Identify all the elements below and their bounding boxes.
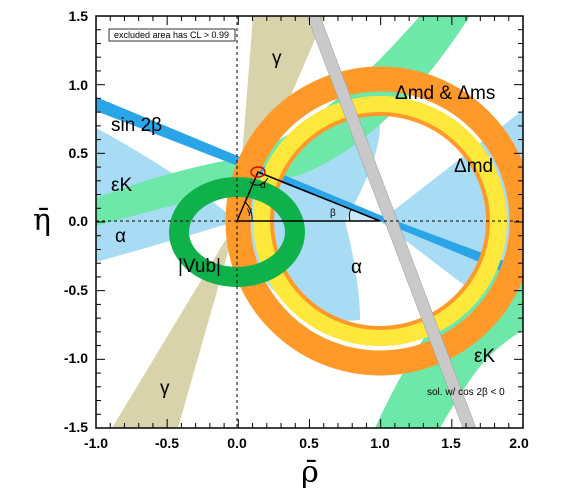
legend-text: excluded area has CL > 0.99	[114, 30, 229, 40]
label-alpha-center: α	[351, 257, 362, 278]
y-tick-label: -1.0	[64, 350, 88, 366]
gray-band	[306, 16, 477, 428]
plot-area	[96, 16, 523, 428]
x-tick-label: -1.0	[84, 435, 108, 451]
x-tick-labels: -1.0 -0.5 0.0 0.5 1.0 1.5 2.0	[84, 435, 529, 451]
x-tick-label: -0.5	[155, 435, 179, 451]
x-tick-label: 2.0	[509, 435, 529, 451]
tri-label-alpha: α	[260, 180, 266, 191]
x-tick-label: 0.5	[299, 435, 319, 451]
beta-arc	[348, 208, 353, 222]
y-tick-label: 0.5	[69, 145, 89, 161]
x-tick-label: 1.0	[370, 435, 390, 451]
gamma-arc	[244, 201, 253, 222]
x-tick-label: 0.0	[227, 435, 247, 451]
label-alpha-left: α	[115, 226, 126, 247]
alpha-arc	[249, 177, 269, 186]
label-vub: |Vub|	[178, 256, 221, 277]
y-axis-title: η̄	[33, 203, 51, 238]
tri-label-gamma: γ	[247, 206, 252, 217]
y-tick-label: -0.5	[64, 282, 88, 298]
y-tick-label: 1.5	[69, 8, 89, 24]
x-tick-label: 1.5	[441, 435, 461, 451]
y-tick-label: -1.5	[64, 419, 88, 435]
y-tick-label: 0.0	[69, 213, 89, 229]
label-gamma-bottom: γ	[160, 378, 170, 399]
sin2b-band	[96, 97, 523, 280]
y-tick-labels: 1.5 1.0 0.5 0.0 -0.5 -1.0 -1.5	[64, 8, 88, 435]
label-epsk-right: εK	[474, 346, 495, 367]
label-dmd-dms: Δmd & Δms	[395, 83, 495, 104]
axis-ticks	[95, 15, 524, 429]
tri-label-beta: β	[330, 208, 336, 219]
legend-box	[108, 28, 236, 42]
y-tick-label: 1.0	[69, 77, 89, 93]
label-sin2b: sin 2β	[111, 115, 162, 136]
label-epsk-left: εK	[111, 175, 132, 196]
apex-marker	[250, 166, 266, 178]
label-gamma-top: γ	[272, 48, 282, 69]
label-dmd: Δmd	[454, 156, 493, 177]
x-axis-title: ρ̄	[301, 455, 319, 490]
note-cos2b: sol. w/ cos 2β < 0	[427, 387, 505, 398]
